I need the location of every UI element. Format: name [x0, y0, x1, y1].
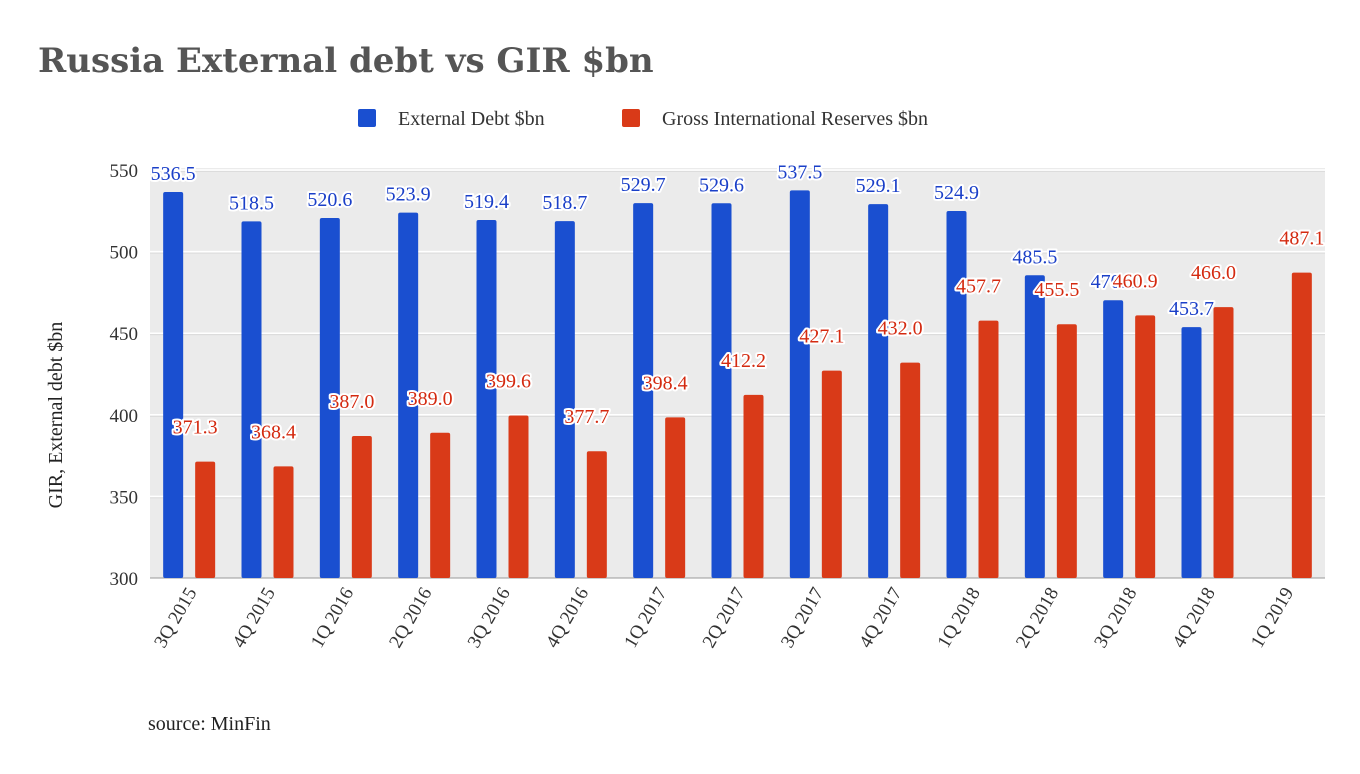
data-label-external-debt: 453.7	[1169, 298, 1214, 320]
bar-gir	[430, 432, 451, 578]
x-tick-label: 1Q 2017	[620, 584, 671, 652]
data-label-gir: 487.1	[1279, 228, 1324, 250]
data-label-gir: 371.3	[173, 417, 218, 439]
x-tick-label: 1Q 2018	[934, 584, 985, 652]
bar-external-debt	[1024, 275, 1045, 578]
data-label-external-debt: 485.5	[1012, 246, 1057, 268]
bar-gir	[195, 461, 216, 578]
y-tick-label: 550	[110, 161, 139, 182]
x-tick-label: 2Q 2018	[1012, 584, 1063, 652]
data-label-external-debt: 523.9	[386, 184, 431, 206]
bar-gir	[1135, 315, 1156, 578]
bar-gir	[1213, 307, 1234, 578]
bar-external-debt	[946, 210, 967, 578]
bar-gir	[900, 362, 921, 578]
x-tick-label: 4Q 2015	[229, 584, 280, 652]
x-tick-label: 3Q 2017	[777, 584, 828, 652]
bar-external-debt	[241, 221, 262, 578]
bar-gir	[586, 451, 607, 578]
x-tick-label: 3Q 2015	[150, 584, 201, 652]
data-label-external-debt: 518.7	[542, 192, 587, 214]
x-tick-label: 2Q 2017	[699, 584, 750, 652]
data-label-gir: 455.5	[1034, 279, 1079, 301]
legend-label: External Debt $bn	[398, 108, 545, 130]
data-label-external-debt: 529.1	[856, 175, 901, 197]
x-tick-label: 4Q 2018	[1169, 584, 1220, 652]
data-label-gir: 387.0	[329, 391, 374, 413]
plot-area	[150, 168, 1325, 578]
bar-gir	[351, 436, 372, 578]
data-label-external-debt: 537.5	[777, 161, 822, 183]
data-label-gir: 457.7	[956, 276, 1001, 298]
data-label-gir: 466.0	[1191, 262, 1236, 284]
legend-swatch	[358, 109, 376, 127]
data-label-external-debt: 536.5	[151, 163, 196, 185]
bar-gir	[1056, 324, 1077, 578]
y-tick-label: 400	[110, 406, 139, 427]
y-tick-label: 300	[110, 569, 139, 590]
x-tick-label: 3Q 2016	[464, 584, 515, 652]
bar-external-debt	[1103, 300, 1124, 578]
x-tick-label: 4Q 2017	[855, 584, 906, 652]
y-axis-ticks: 300 350 400 450 500 550	[110, 161, 139, 590]
bar-gir	[743, 394, 764, 578]
bar-external-debt	[868, 204, 889, 578]
bar-external-debt	[789, 190, 810, 578]
x-tick-label: 3Q 2018	[1090, 584, 1141, 652]
data-label-external-debt: 524.9	[934, 182, 979, 204]
gridlines	[150, 169, 1325, 579]
data-label-gir: 412.2	[721, 350, 766, 372]
data-label-gir: 368.4	[251, 421, 296, 443]
bar-gir	[821, 370, 842, 578]
y-axis-title: GIR, External debt $bn	[45, 322, 67, 509]
bar-external-debt	[398, 212, 419, 578]
bars	[163, 190, 1312, 579]
legend-label: Gross International Reserves $bn	[662, 108, 928, 130]
data-label-external-debt: 520.6	[307, 189, 352, 211]
data-label-external-debt: 529.6	[699, 174, 744, 196]
x-tick-label: 1Q 2019	[1247, 584, 1298, 652]
bar-gir	[1291, 272, 1312, 578]
bar-gir	[273, 466, 294, 578]
data-label-gir: 377.7	[564, 406, 609, 428]
data-label-gir: 432.0	[878, 318, 923, 340]
data-label-gir: 460.9	[1113, 270, 1158, 292]
bar-gir	[508, 415, 529, 578]
data-label-gir: 398.4	[643, 372, 688, 394]
x-tick-label: 2Q 2016	[385, 584, 436, 652]
x-axis-ticks: 3Q 2015 4Q 2015 1Q 2016 2Q 2016 3Q 2016 4Q 20…	[150, 584, 1298, 652]
chart-title: Russia External debt vs GIR $bn	[38, 41, 654, 81]
bar-external-debt	[1181, 327, 1202, 578]
bar-gir	[665, 417, 686, 578]
legend: External Debt $bn Gross International Res…	[358, 108, 928, 130]
data-label-external-debt: 518.5	[229, 192, 274, 214]
x-tick-label: 1Q 2016	[307, 584, 358, 652]
legend-swatch	[622, 109, 640, 127]
data-label-gir: 399.6	[486, 370, 531, 392]
bar-external-debt	[711, 203, 732, 579]
y-tick-label: 350	[110, 487, 139, 508]
data-label-external-debt: 470.2	[1091, 271, 1136, 293]
bar-external-debt	[163, 192, 184, 579]
data-label-external-debt: 519.4	[464, 191, 509, 213]
y-tick-label: 500	[110, 243, 139, 264]
bar-gir	[978, 320, 999, 578]
data-labels: 536.5 371.3 518.5 368.4 520.6 387.0 523.9 389.0…	[149, 159, 1327, 445]
x-tick-label: 4Q 2016	[542, 584, 593, 652]
y-tick-label: 450	[110, 324, 139, 345]
bar-external-debt	[554, 221, 575, 578]
bar-external-debt	[319, 217, 340, 578]
data-label-gir: 389.0	[408, 388, 453, 410]
bar-external-debt	[476, 219, 497, 578]
data-label-gir: 427.1	[799, 326, 844, 348]
source-note: source: MinFin	[148, 713, 271, 735]
data-label-external-debt: 529.7	[621, 174, 666, 196]
bar-external-debt	[633, 203, 654, 579]
